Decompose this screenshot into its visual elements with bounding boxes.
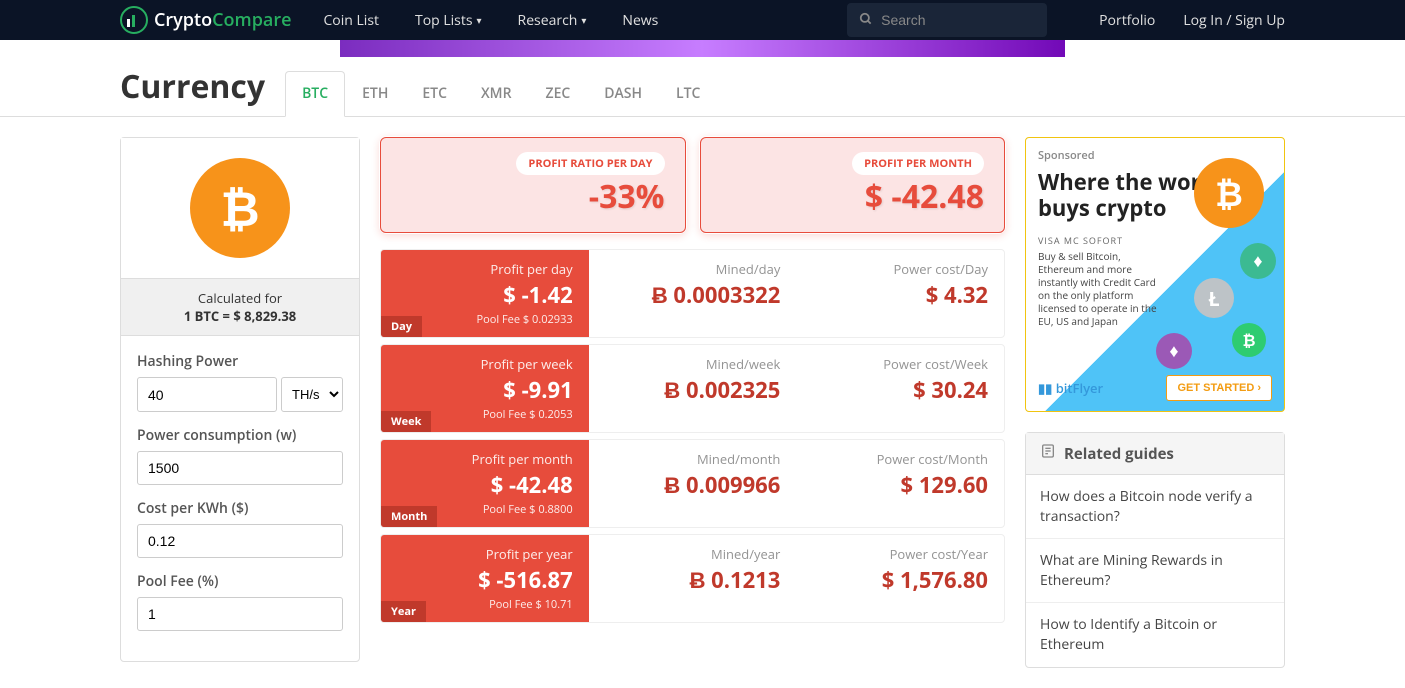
profit-cell: Day Profit per day $ -1.42 Pool Fee $ 0.… [381,250,589,337]
profit-table: Day Profit per day $ -1.42 Pool Fee $ 0.… [380,249,1005,623]
summary-cards: PROFIT RATIO PER DAY -33% PROFIT PER MON… [380,137,1005,233]
nav-links: Coin List Top Lists▾ Research▾ News [323,11,658,30]
payment-icons: VISA MC SOFORT [1038,234,1123,247]
sponsor-eth2-icon: ♦ [1156,333,1192,369]
mined-cell: Mined/year Ƀ 0.1213 [589,535,797,622]
nav-coin-list[interactable]: Coin List [323,11,379,30]
search-icon [859,9,873,31]
get-started-button[interactable]: GET STARTED › [1166,375,1272,401]
sponsor-card[interactable]: Sponsored Where the world buys crypto VI… [1025,137,1285,412]
related-item[interactable]: What are Mining Rewards in Ethereum? [1026,539,1284,603]
btc-rate: 1 BTC = $ 8,829.38 [131,307,349,325]
sponsor-ltc-icon: Ł [1194,278,1234,318]
nav-portfolio[interactable]: Portfolio [1099,11,1155,30]
profit-row-month: Month Profit per month $ -42.48 Pool Fee… [380,439,1005,528]
sponsor-brand: ▮▮ bitFlyer [1038,379,1103,397]
profit-cell: Week Profit per week $ -9.91 Pool Fee $ … [381,345,589,432]
nav-research[interactable]: Research▾ [518,11,587,30]
profit-cell: Month Profit per month $ -42.48 Pool Fee… [381,440,589,527]
profit-month-value: $ -42.48 [721,175,985,218]
power-input[interactable] [137,451,343,485]
power-cell: Power cost/Year $ 1,576.80 [796,535,1004,622]
mined-cell: Mined/month Ƀ 0.009966 [589,440,797,527]
profit-cell: Year Profit per year $ -516.87 Pool Fee … [381,535,589,622]
logo-icon [120,6,148,34]
calculated-for: Calculated for 1 BTC = $ 8,829.38 [121,278,359,336]
power-cell: Power cost/Week $ 30.24 [796,345,1004,432]
sponsor-desc: Buy & sell Bitcoin, Ethereum and more in… [1038,250,1158,328]
inputs: Hashing Power TH/s Power consumption (w)… [121,336,359,661]
power-label: Power consumption (w) [137,426,343,445]
profit-row-week: Week Profit per week $ -9.91 Pool Fee $ … [380,344,1005,433]
pool-label: Pool Fee (%) [137,572,343,591]
cost-input[interactable] [137,524,343,558]
chevron-down-icon: ▾ [581,13,586,27]
cost-label: Cost per KWh ($) [137,499,343,518]
hashing-input[interactable] [137,377,277,412]
related-item[interactable]: How to Identify a Bitcoin or Ethereum [1026,603,1284,666]
coin-icon-wrap: ₿ [121,138,359,278]
ad-banner[interactable] [340,40,1065,57]
nav-top-lists[interactable]: Top Lists▾ [415,11,482,30]
mined-cell: Mined/day Ƀ 0.0003322 [589,250,797,337]
search-input[interactable] [881,12,1035,28]
profit-row-year: Year Profit per year $ -516.87 Pool Fee … [380,534,1005,623]
sponsor-eth-icon: ♦ [1240,243,1276,279]
tab-ltc[interactable]: LTC [659,71,717,116]
profit-month-card: PROFIT PER MONTH $ -42.48 [700,137,1006,233]
power-cell: Power cost/Month $ 129.60 [796,440,1004,527]
hashing-label: Hashing Power [137,352,343,371]
profit-ratio-badge: PROFIT RATIO PER DAY [516,152,664,175]
tab-btc[interactable]: BTC [285,71,345,117]
chevron-down-icon: ▾ [477,13,482,27]
tab-dash[interactable]: DASH [587,71,659,116]
hashing-unit-select[interactable]: TH/s [281,377,343,412]
search-box[interactable] [847,3,1047,37]
profit-ratio-value: -33% [401,175,665,218]
bitcoin-icon: ₿ [190,158,290,258]
currency-tabs: BTC ETH ETC XMR ZEC DASH LTC [285,71,717,116]
coin-card: ₿ Calculated for 1 BTC = $ 8,829.38 Hash… [120,137,360,662]
profit-row-day: Day Profit per day $ -1.42 Pool Fee $ 0.… [380,249,1005,338]
mined-cell: Mined/week Ƀ 0.002325 [589,345,797,432]
tab-etc[interactable]: ETC [405,71,464,116]
related-item[interactable]: How does a Bitcoin node verify a transac… [1026,475,1284,539]
profit-ratio-card: PROFIT RATIO PER DAY -33% [380,137,686,233]
nav-login[interactable]: Log In / Sign Up [1183,11,1285,30]
page-title: Currency [120,65,265,108]
sidebar: Sponsored Where the world buys crypto VI… [1025,137,1285,668]
page-header: Currency BTC ETH ETC XMR ZEC DASH LTC [0,65,1405,117]
nav-news[interactable]: News [622,11,658,30]
pool-input[interactable] [137,597,343,631]
nav-right: Portfolio Log In / Sign Up [1099,11,1285,30]
tab-xmr[interactable]: XMR [464,71,529,116]
tab-eth[interactable]: ETH [345,71,405,116]
sponsor-bch-icon: ₿ [1232,323,1266,357]
logo[interactable]: CryptoCompare [120,6,291,34]
navbar: CryptoCompare Coin List Top Lists▾ Resea… [0,0,1405,40]
profit-month-badge: PROFIT PER MONTH [852,152,984,175]
logo-text: CryptoCompare [154,8,291,32]
calculator-panel: ₿ Calculated for 1 BTC = $ 8,829.38 Hash… [120,137,360,668]
results-panel: PROFIT RATIO PER DAY -33% PROFIT PER MON… [380,137,1005,668]
document-icon [1040,443,1056,464]
related-guides: Related guides How does a Bitcoin node v… [1025,432,1285,668]
power-cell: Power cost/Day $ 4.32 [796,250,1004,337]
main-content: ₿ Calculated for 1 BTC = $ 8,829.38 Hash… [0,117,1405,688]
sponsor-btc-icon: ₿ [1194,158,1264,228]
tab-zec[interactable]: ZEC [529,71,588,116]
related-header: Related guides [1026,433,1284,475]
